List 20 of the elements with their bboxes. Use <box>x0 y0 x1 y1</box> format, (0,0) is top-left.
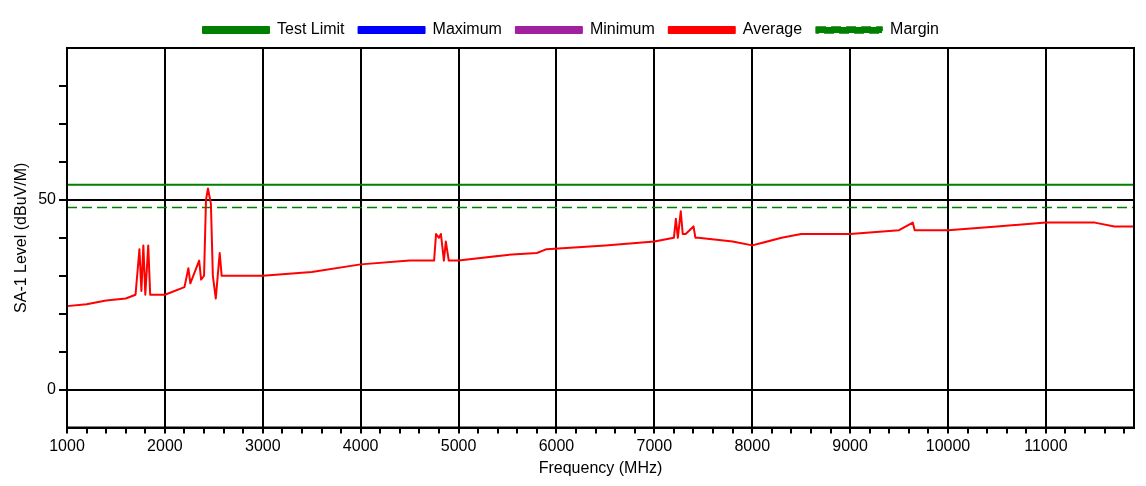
x-tick-label: 5000 <box>440 436 477 454</box>
x-tick-label: 1000 <box>49 436 85 454</box>
x-tick-label: 9000 <box>832 436 869 454</box>
x-tick-label: 7000 <box>636 436 673 454</box>
x-tick-label: 3000 <box>244 436 281 454</box>
x-tick-label: 6000 <box>538 436 575 454</box>
y-tick-label: 50 <box>38 190 57 208</box>
x-tick-label: 10000 <box>925 436 971 454</box>
x-tick-label: 8000 <box>734 436 771 454</box>
x-tick-label: 2000 <box>147 436 183 454</box>
legend-label: Average <box>742 20 803 38</box>
legend-label: Margin <box>890 20 939 38</box>
legend-label: Maximum <box>432 20 502 38</box>
legend-label: Test Limit <box>277 20 346 38</box>
y-tick-label: 0 <box>47 380 57 398</box>
x-axis-title: Frequency (MHz) <box>538 458 663 476</box>
x-tick-label: 11000 <box>1024 436 1068 454</box>
legend-label: Minimum <box>589 20 655 38</box>
y-axis-title: SA-1 Level (dBuV/M) <box>12 162 30 313</box>
x-tick-label: 4000 <box>342 436 379 454</box>
